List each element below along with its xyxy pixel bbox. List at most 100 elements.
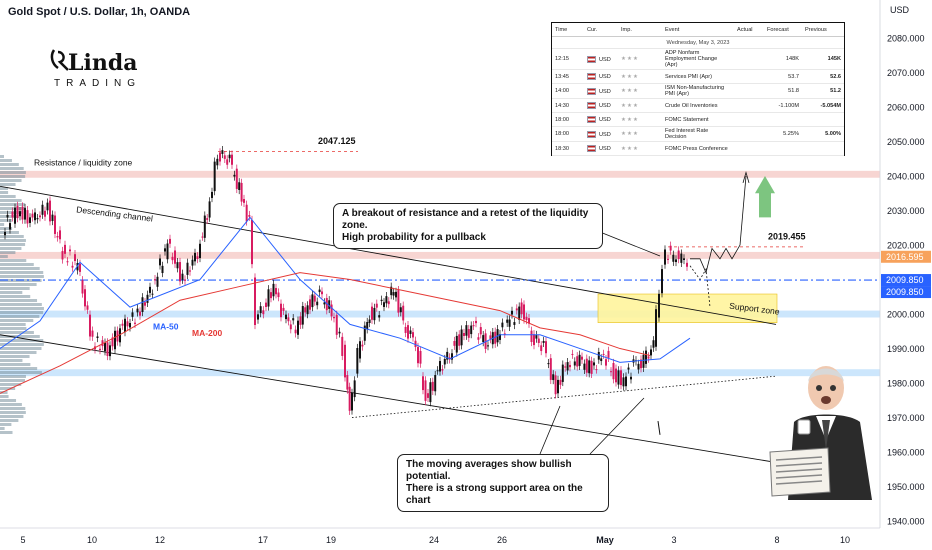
price-badge xyxy=(881,250,931,263)
us-flag-icon xyxy=(587,73,596,80)
candle-body xyxy=(552,374,555,381)
candle-body xyxy=(482,335,485,343)
candle-body xyxy=(535,335,538,339)
candle-body xyxy=(316,301,319,306)
candle-body xyxy=(361,344,364,347)
candle-body xyxy=(106,342,109,356)
svg-text:TRADING: TRADING xyxy=(54,78,141,89)
candle-body xyxy=(251,219,253,265)
x-tick-label: 8 xyxy=(774,535,779,545)
candle-body xyxy=(151,293,154,295)
volume-profile-bar xyxy=(0,247,22,250)
calendar-actual xyxy=(734,69,764,84)
calendar-actual xyxy=(734,83,764,99)
volume-profile-bar xyxy=(0,251,16,254)
candle-body xyxy=(523,304,525,320)
candle-body xyxy=(429,382,432,403)
candle-body xyxy=(620,370,622,386)
candle-body xyxy=(348,386,351,411)
time-axis-background xyxy=(0,528,932,550)
breakout-note-line2: High probability for a pullback xyxy=(342,232,486,243)
candle-body xyxy=(612,363,615,380)
volume-profile-bar xyxy=(0,295,31,298)
calendar-event: Crude Oil Inventories xyxy=(662,98,734,113)
candle-body xyxy=(545,341,547,354)
volume-profile-bar xyxy=(0,363,31,366)
candle-body xyxy=(380,299,383,301)
volume-profile-bar xyxy=(0,423,12,426)
candle-body xyxy=(518,306,521,320)
candle-body xyxy=(311,294,314,308)
candle-body xyxy=(306,305,309,315)
candle-body xyxy=(390,286,393,296)
price-badge-label: 2009.850 xyxy=(886,287,924,297)
candle-body xyxy=(233,174,236,177)
y-tick-label: 1950.000 xyxy=(887,482,925,492)
candle-body xyxy=(499,334,501,340)
candle-body xyxy=(111,337,114,347)
x-tick-label: 17 xyxy=(258,535,268,545)
candle-body xyxy=(169,238,171,244)
calendar-forecast: -1.100M xyxy=(764,98,802,113)
candle-body xyxy=(395,291,397,298)
y-tick-label: 2060.000 xyxy=(887,102,925,112)
price-badge xyxy=(881,286,931,299)
candle-body xyxy=(559,379,562,385)
candle-body xyxy=(54,215,56,234)
calendar-time: 18:00 xyxy=(552,126,584,142)
calendar-event: Services PMI (Apr) xyxy=(662,69,734,84)
header-importance: Imp. xyxy=(618,23,662,37)
candle-body xyxy=(375,303,378,308)
calendar-previous: -5.054M xyxy=(802,98,844,113)
candle-body xyxy=(371,306,373,320)
volume-profile-bar xyxy=(0,215,19,218)
candle-body xyxy=(341,336,344,356)
candle-body xyxy=(494,331,497,344)
candle-body xyxy=(472,325,475,327)
calendar-previous xyxy=(802,112,844,127)
candle-body xyxy=(272,283,275,297)
us-flag-icon xyxy=(587,130,596,138)
candle-body xyxy=(477,337,480,340)
volume-profile-bar xyxy=(0,171,26,174)
zone-liquidity xyxy=(0,251,880,259)
candle-body xyxy=(179,262,181,282)
candle-body xyxy=(304,307,307,313)
volume-profile-bar xyxy=(0,155,4,158)
calendar-time: 12:15 xyxy=(552,48,584,70)
candle-body xyxy=(245,204,248,222)
volume-profile-bar xyxy=(0,367,38,370)
candle-body xyxy=(351,392,353,411)
y-tick-label: 2050.000 xyxy=(887,137,925,147)
candle-body xyxy=(74,254,76,262)
calendar-actual xyxy=(734,126,764,142)
candle-body xyxy=(399,307,402,313)
candle-body xyxy=(301,306,304,325)
volume-profile-bar xyxy=(0,347,42,350)
candle-body xyxy=(196,256,199,259)
us-flag-icon xyxy=(587,102,596,109)
candle-body xyxy=(159,258,161,266)
x-tick-label: 5 xyxy=(20,535,25,545)
calendar-forecast xyxy=(764,141,802,156)
candle-body xyxy=(441,369,444,371)
volume-profile-bar xyxy=(0,223,5,226)
x-tick-label: 12 xyxy=(155,535,165,545)
candle-body xyxy=(487,345,489,347)
candle-body xyxy=(383,302,385,307)
calendar-date: Wednesday, May 3, 2023 xyxy=(552,36,844,49)
candle-body xyxy=(595,369,598,371)
volume-profile-bar xyxy=(0,411,26,414)
candle-body xyxy=(114,330,116,350)
candle-body xyxy=(338,331,341,334)
volume-profile-bar xyxy=(0,183,16,186)
x-tick-label: May xyxy=(596,535,614,545)
candle-body xyxy=(270,292,272,299)
candle-body xyxy=(34,212,36,221)
candle-body xyxy=(597,351,600,360)
candle-body xyxy=(99,348,101,351)
volume-profile-bar xyxy=(0,195,16,198)
calendar-time: 13:45 xyxy=(552,69,584,84)
breakout-note: A breakout of resistance and a retest of… xyxy=(333,203,603,249)
